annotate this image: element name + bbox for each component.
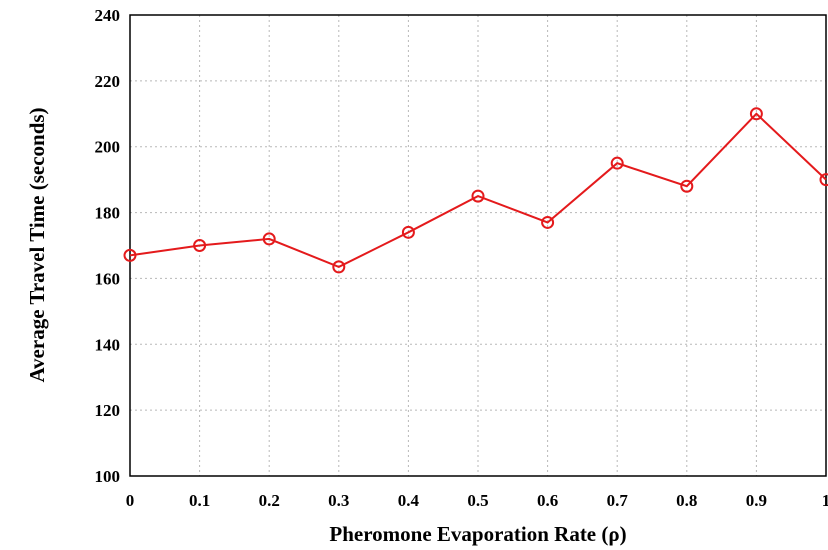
x-tick-label: 0.5: [467, 491, 488, 510]
x-tick-label: 0.3: [328, 491, 349, 510]
x-axis-title: Pheromone Evaporation Rate (ρ): [329, 522, 626, 546]
x-tick-label: 0.4: [398, 491, 420, 510]
y-tick-label: 120: [95, 401, 121, 420]
x-tick-label: 0.8: [676, 491, 697, 510]
data-point: [541, 215, 555, 229]
y-tick-label: 180: [95, 204, 121, 223]
x-tick-label: 0.9: [746, 491, 767, 510]
plot-frame: [129, 14, 827, 477]
y-tick-label: 100: [95, 467, 121, 486]
data-point: [680, 179, 694, 193]
x-tick-label: 0.6: [537, 491, 558, 510]
y-tick-label: 140: [95, 335, 121, 354]
data-point: [471, 189, 485, 203]
data-point: [401, 225, 415, 239]
y-tick-label: 200: [95, 138, 121, 157]
data-point: [610, 156, 624, 170]
data-point: [819, 173, 828, 187]
data-point: [262, 232, 276, 246]
data-point: [123, 248, 137, 262]
series-line: [129, 112, 827, 268]
x-tick-label: 0.1: [189, 491, 210, 510]
y-axis-title: Average Travel Time (seconds): [25, 107, 49, 382]
data-point: [332, 260, 346, 274]
y-axis-ticks: 100 120 140 160 180 200 220 240: [95, 6, 121, 486]
x-axis-ticks: 0 0.1 0.2 0.3 0.4 0.5 0.6 0.7 0.8 0.9 1: [126, 491, 828, 510]
x-tick-label: 0.2: [259, 491, 280, 510]
x-tick-label: 0.7: [607, 491, 629, 510]
x-tick-label: 1: [822, 491, 828, 510]
grid-lines: [130, 15, 826, 476]
series-group: [123, 107, 828, 274]
data-point: [749, 107, 763, 121]
y-tick-label: 160: [95, 269, 121, 288]
x-tick-label: 0: [126, 491, 135, 510]
data-point: [193, 239, 207, 252]
y-tick-label: 240: [95, 6, 121, 25]
y-tick-label: 220: [95, 72, 121, 91]
